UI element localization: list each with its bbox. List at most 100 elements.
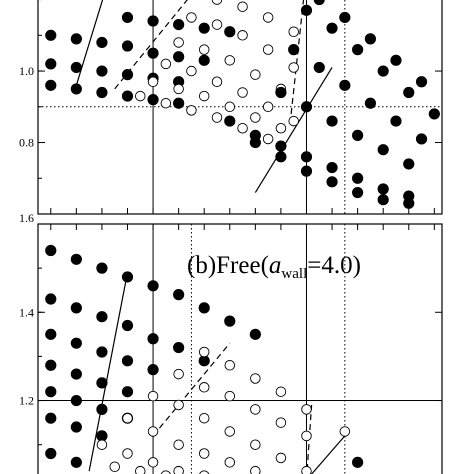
panel-a-series-2-point-3 bbox=[121, 40, 134, 52]
panel-a-series-1-point-3 bbox=[121, 69, 134, 81]
panel-b-series-2-point-3 bbox=[121, 355, 134, 367]
panel-b-guide-line-0 bbox=[88, 272, 129, 472]
panel-a-series-11-point-3 bbox=[326, 176, 338, 188]
panel-a-series-14-point-5 bbox=[428, 108, 440, 120]
panel-a-series-4-point-2 bbox=[186, 105, 197, 116]
panel-a-series-7-point-3 bbox=[250, 69, 261, 80]
panel-b-series-0-point-3 bbox=[121, 271, 134, 283]
panel-b-series-14-point-0 bbox=[352, 456, 364, 468]
panel-a-guide-line-3 bbox=[254, 67, 333, 193]
panel-b-series-10-point-4 bbox=[224, 457, 236, 468]
panel-a-series-2-point-1 bbox=[70, 33, 82, 45]
panel-b-series-1-point-0 bbox=[45, 293, 57, 305]
panel-a-series-2-point-4 bbox=[147, 47, 159, 59]
panel-a-guide-line-2 bbox=[290, 0, 305, 114]
panel-a-ytick-label-clipped: 1.6 bbox=[19, 211, 34, 225]
panel-a-series-5-point-4 bbox=[250, 112, 261, 123]
panel-a-series-10-point-6 bbox=[377, 183, 389, 195]
panel-b-series-9-point-2 bbox=[198, 412, 210, 424]
panel-a-series-6-point-4 bbox=[262, 101, 274, 113]
panel-a-series-5-point-3 bbox=[224, 101, 236, 113]
panel-b-series-2-point-4 bbox=[147, 364, 159, 376]
panel-b-guide-line-3 bbox=[310, 435, 346, 474]
panel-b-series-9-point-3 bbox=[224, 426, 236, 437]
panel-b-series-1-point-4 bbox=[147, 333, 159, 345]
panel-a-series-5-point-1 bbox=[173, 83, 184, 95]
panel-a-series-12-point-0 bbox=[275, 86, 287, 99]
panel-a-series-1-point-1 bbox=[70, 61, 82, 74]
panel-a-series-8-point-4 bbox=[288, 62, 299, 73]
panel-b-series-4-point-2 bbox=[96, 403, 108, 415]
panel-a-series-1-point-0 bbox=[45, 58, 57, 70]
panel-a-series-10-point-4 bbox=[326, 161, 338, 174]
panel-b-series-0-point-1 bbox=[70, 253, 82, 265]
panel-a-series-11-point-4 bbox=[352, 186, 364, 199]
panel-a-series-14-point-4 bbox=[403, 86, 415, 99]
panel-a-series-14-point-0 bbox=[300, 4, 313, 16]
panel-a-series-7-point-0 bbox=[173, 37, 184, 48]
panel-b-series-8-point-5 bbox=[301, 430, 312, 442]
panel-a-series-4-point-5 bbox=[262, 133, 274, 145]
panel-a-series-3-point-2 bbox=[173, 18, 185, 31]
panel-b-series-8-point-3 bbox=[250, 404, 261, 415]
panel-b-series-7-point-3 bbox=[275, 386, 287, 397]
panel-a-series-10-point-5 bbox=[352, 172, 364, 184]
panel-a-series-12-point-4 bbox=[377, 144, 389, 156]
panel-a-series-13-point-4 bbox=[390, 115, 402, 127]
panel-a-series-5-point-0 bbox=[147, 76, 159, 88]
panel-a-series-14-point-1 bbox=[326, 22, 338, 34]
panel-a-series-9-point-1 bbox=[237, 1, 248, 12]
panel-a-series-6-point-2 bbox=[211, 76, 223, 88]
panel-b-series-7-point-0 bbox=[198, 346, 210, 358]
panel-b-series-0-point-8 bbox=[249, 328, 261, 340]
panel-a-series-0-point-0 bbox=[45, 79, 57, 91]
panel-b-series-1-point-2 bbox=[96, 311, 108, 323]
panel-b-series-8-point-2 bbox=[224, 390, 236, 402]
panel-b-series-10-point-0 bbox=[122, 412, 133, 424]
panel-b-series-0-point-6 bbox=[198, 302, 210, 314]
panel-b-series-12-point-0 bbox=[109, 461, 120, 473]
panel-a-series-2-point-6 bbox=[198, 54, 210, 66]
panel-a-series-13-point-5 bbox=[415, 133, 428, 145]
panel-a-series-8-point-1 bbox=[211, 19, 223, 30]
panel-a-series-7-point-2 bbox=[224, 55, 236, 66]
panel-a-series-3-point-4 bbox=[224, 26, 236, 38]
panel-a-series-6-point-0 bbox=[160, 58, 172, 70]
panel-a-series-9-point-0 bbox=[211, 0, 223, 5]
panel-a-series-15-point-0 bbox=[313, 0, 325, 6]
panel-a-series-0-point-1 bbox=[70, 83, 82, 95]
panel-b-series-12-point-1 bbox=[135, 465, 146, 474]
panel-a-series-15-point-4 bbox=[415, 76, 428, 88]
panel-a-series-10-point-3 bbox=[300, 151, 313, 163]
panel-b-series-6-point-0 bbox=[45, 447, 57, 460]
panel-a-frame bbox=[37, 0, 443, 215]
panel-a-series-10-point-2 bbox=[275, 140, 287, 152]
panel-b-series-0-point-5 bbox=[173, 289, 185, 301]
panel-a-series-8-point-2 bbox=[237, 30, 248, 41]
panel-a-series-13-point-0 bbox=[288, 44, 300, 56]
panel-a-series-7-point-1 bbox=[198, 44, 210, 55]
panel-a-series-4-point-1 bbox=[160, 97, 172, 109]
panel-a-series-12-point-3 bbox=[352, 129, 364, 141]
panel-a-series-14-point-2 bbox=[352, 44, 364, 56]
panel-b-series-9-point-4 bbox=[250, 439, 261, 450]
panel-b-series-11-point-3 bbox=[173, 465, 184, 474]
panel-a-series-12-point-5 bbox=[403, 158, 415, 170]
panel-b-series-11-point-2 bbox=[147, 457, 159, 468]
panel-a-series-5-point-5 bbox=[275, 122, 287, 134]
panel-b-series-2-point-2 bbox=[96, 346, 108, 358]
panel-a-series-3-point-1 bbox=[147, 15, 159, 27]
panel-b-series-11-point-0 bbox=[96, 439, 108, 450]
panel-b-title: (b)Free(awall=4.0) bbox=[187, 252, 361, 282]
panel-b-series-11-point-1 bbox=[122, 448, 133, 459]
panel-b-series-8-point-4 bbox=[275, 417, 287, 428]
panel-a-series-6-point-3 bbox=[237, 87, 248, 98]
panel-b-series-7-point-2 bbox=[250, 373, 261, 384]
panel-b-series-5-point-1 bbox=[70, 421, 82, 433]
panel-a-series-13-point-3 bbox=[364, 97, 377, 109]
panel-b-series-1-point-5 bbox=[173, 341, 185, 354]
panel-a-series-8-point-3 bbox=[262, 44, 274, 55]
panel-b-ytick-label-1: 1.4 bbox=[19, 305, 34, 319]
panel-a-series-5-point-2 bbox=[198, 90, 210, 102]
